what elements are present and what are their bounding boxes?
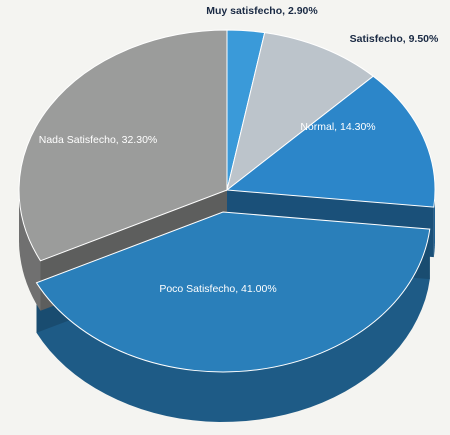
pie-rim-nada-satisfecho xyxy=(19,190,41,311)
pie-rim-poco-satisfecho xyxy=(36,229,430,422)
slice-label-nada-satisfecho: Nada Satisfecho, 32.30% xyxy=(39,134,158,146)
pie-tops xyxy=(18,29,436,373)
slice-label-poco-satisfecho: Poco Satisfecho, 41.00% xyxy=(159,283,276,295)
pie-slice-poco-satisfecho xyxy=(35,211,431,373)
pie-slice-satisfecho xyxy=(226,32,375,192)
slice-label-normal: Normal, 14.30% xyxy=(300,121,375,133)
pie-labels: Muy satisfecho, 2.90% Satisfecho, 9.50% No… xyxy=(39,5,439,295)
pie-slice-normal xyxy=(225,75,436,208)
slice-label-muy-satisfecho: Muy satisfecho, 2.90% xyxy=(206,5,318,17)
pie-slice-nada-satisfecho xyxy=(18,29,228,262)
slice-label-satisfecho: Satisfecho, 9.50% xyxy=(350,33,439,45)
